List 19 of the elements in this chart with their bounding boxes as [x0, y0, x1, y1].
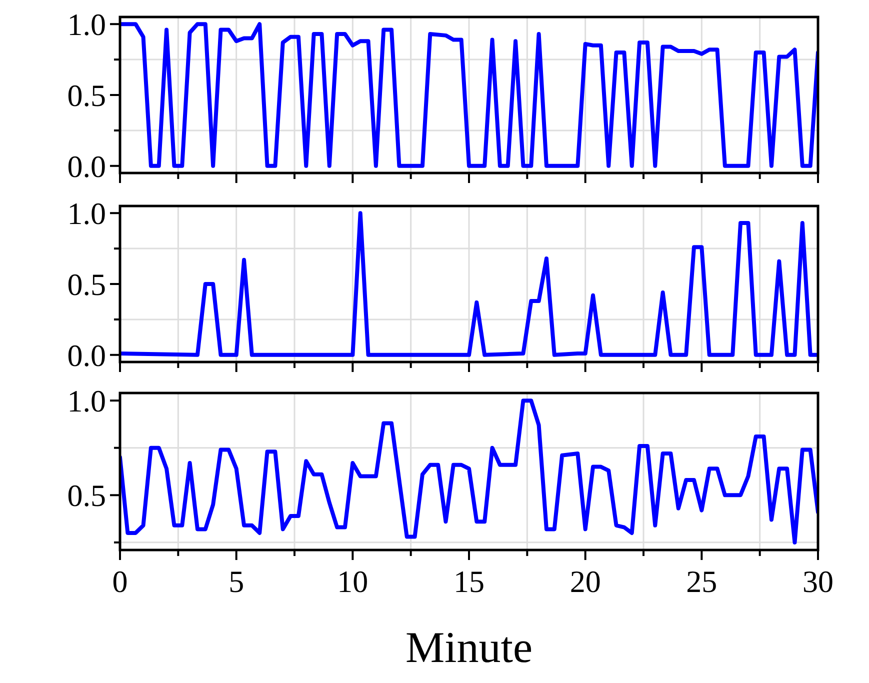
line-series [120, 22, 818, 168]
y-tick-label: 0.0 [67, 338, 106, 373]
y-tick-label: 0.0 [67, 148, 106, 184]
x-tick-label: 30 [802, 564, 834, 599]
y-tick-label: 0.5 [67, 478, 106, 513]
line-series [120, 398, 818, 544]
y-tick-label: 0.5 [67, 266, 106, 302]
line-series [120, 211, 818, 357]
y-tick-label: 1.0 [67, 6, 106, 42]
y-tick-label: 1.0 [67, 383, 106, 418]
x-tick-label: 20 [570, 564, 601, 599]
x-tick-label: 5 [228, 564, 244, 599]
y-tick-label: 0.5 [67, 78, 106, 113]
x-tick-label: 0 [112, 564, 128, 599]
x-tick-label: 25 [686, 564, 718, 599]
y-tick-label: 1.0 [67, 196, 106, 231]
x-axis-title: Minute [405, 623, 533, 672]
x-tick-label: 15 [454, 564, 484, 599]
x-tick-label: 10 [337, 564, 368, 599]
